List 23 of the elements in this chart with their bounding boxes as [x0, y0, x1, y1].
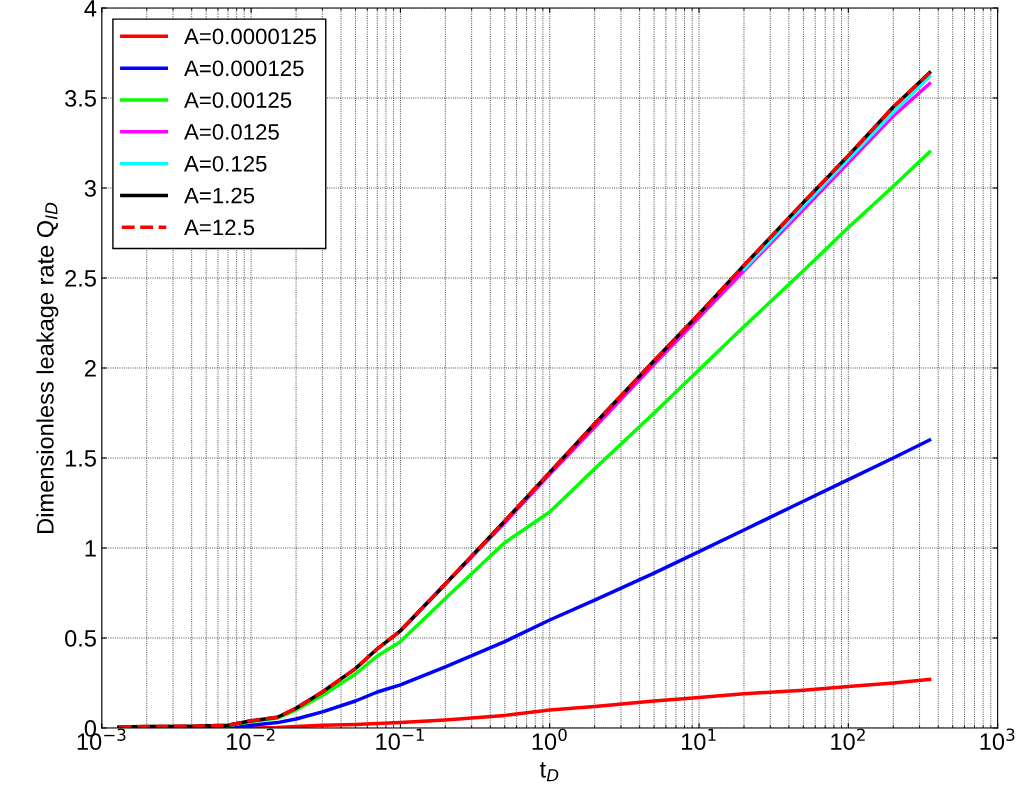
x-tick-label: 10$^{0}$: [532, 728, 567, 751]
legend-label: A=0.0000125: [184, 28, 316, 45]
y-tick-label: 3.5: [65, 90, 96, 107]
x-tick-label: 10$^{2}$: [831, 728, 865, 751]
x-tick-label: 10$^{3}$: [980, 728, 1015, 751]
legend-label: A=12.5: [184, 219, 255, 236]
legend-label: A=0.00125: [184, 92, 292, 108]
y-tick-label: 2.5: [65, 270, 96, 287]
y-tick-label: 4: [84, 0, 97, 17]
x-tick-label: 10$^{1}$: [681, 728, 716, 751]
legend-label: A=0.0125: [184, 124, 279, 140]
x-tick-label: 10$^{−2}$: [227, 728, 275, 751]
y-tick-label: 0.5: [65, 630, 96, 647]
legend-label: A=0.000125: [184, 60, 304, 77]
y-tick-label: 1: [85, 540, 96, 557]
legend-label: A=0.125: [184, 155, 267, 172]
legend-label: A=1.25: [184, 187, 255, 204]
y-axis-title: Dimensionless leakage rate Q$_{ID}$: [36, 202, 59, 533]
y-tick-label: 1.5: [65, 450, 96, 467]
x-axis-title: t$_{D}$: [539, 762, 559, 782]
y-tick-label: 2: [85, 360, 96, 377]
y-tick-label: 3: [84, 180, 96, 197]
x-tick-label: 10$^{−1}$: [376, 728, 424, 751]
